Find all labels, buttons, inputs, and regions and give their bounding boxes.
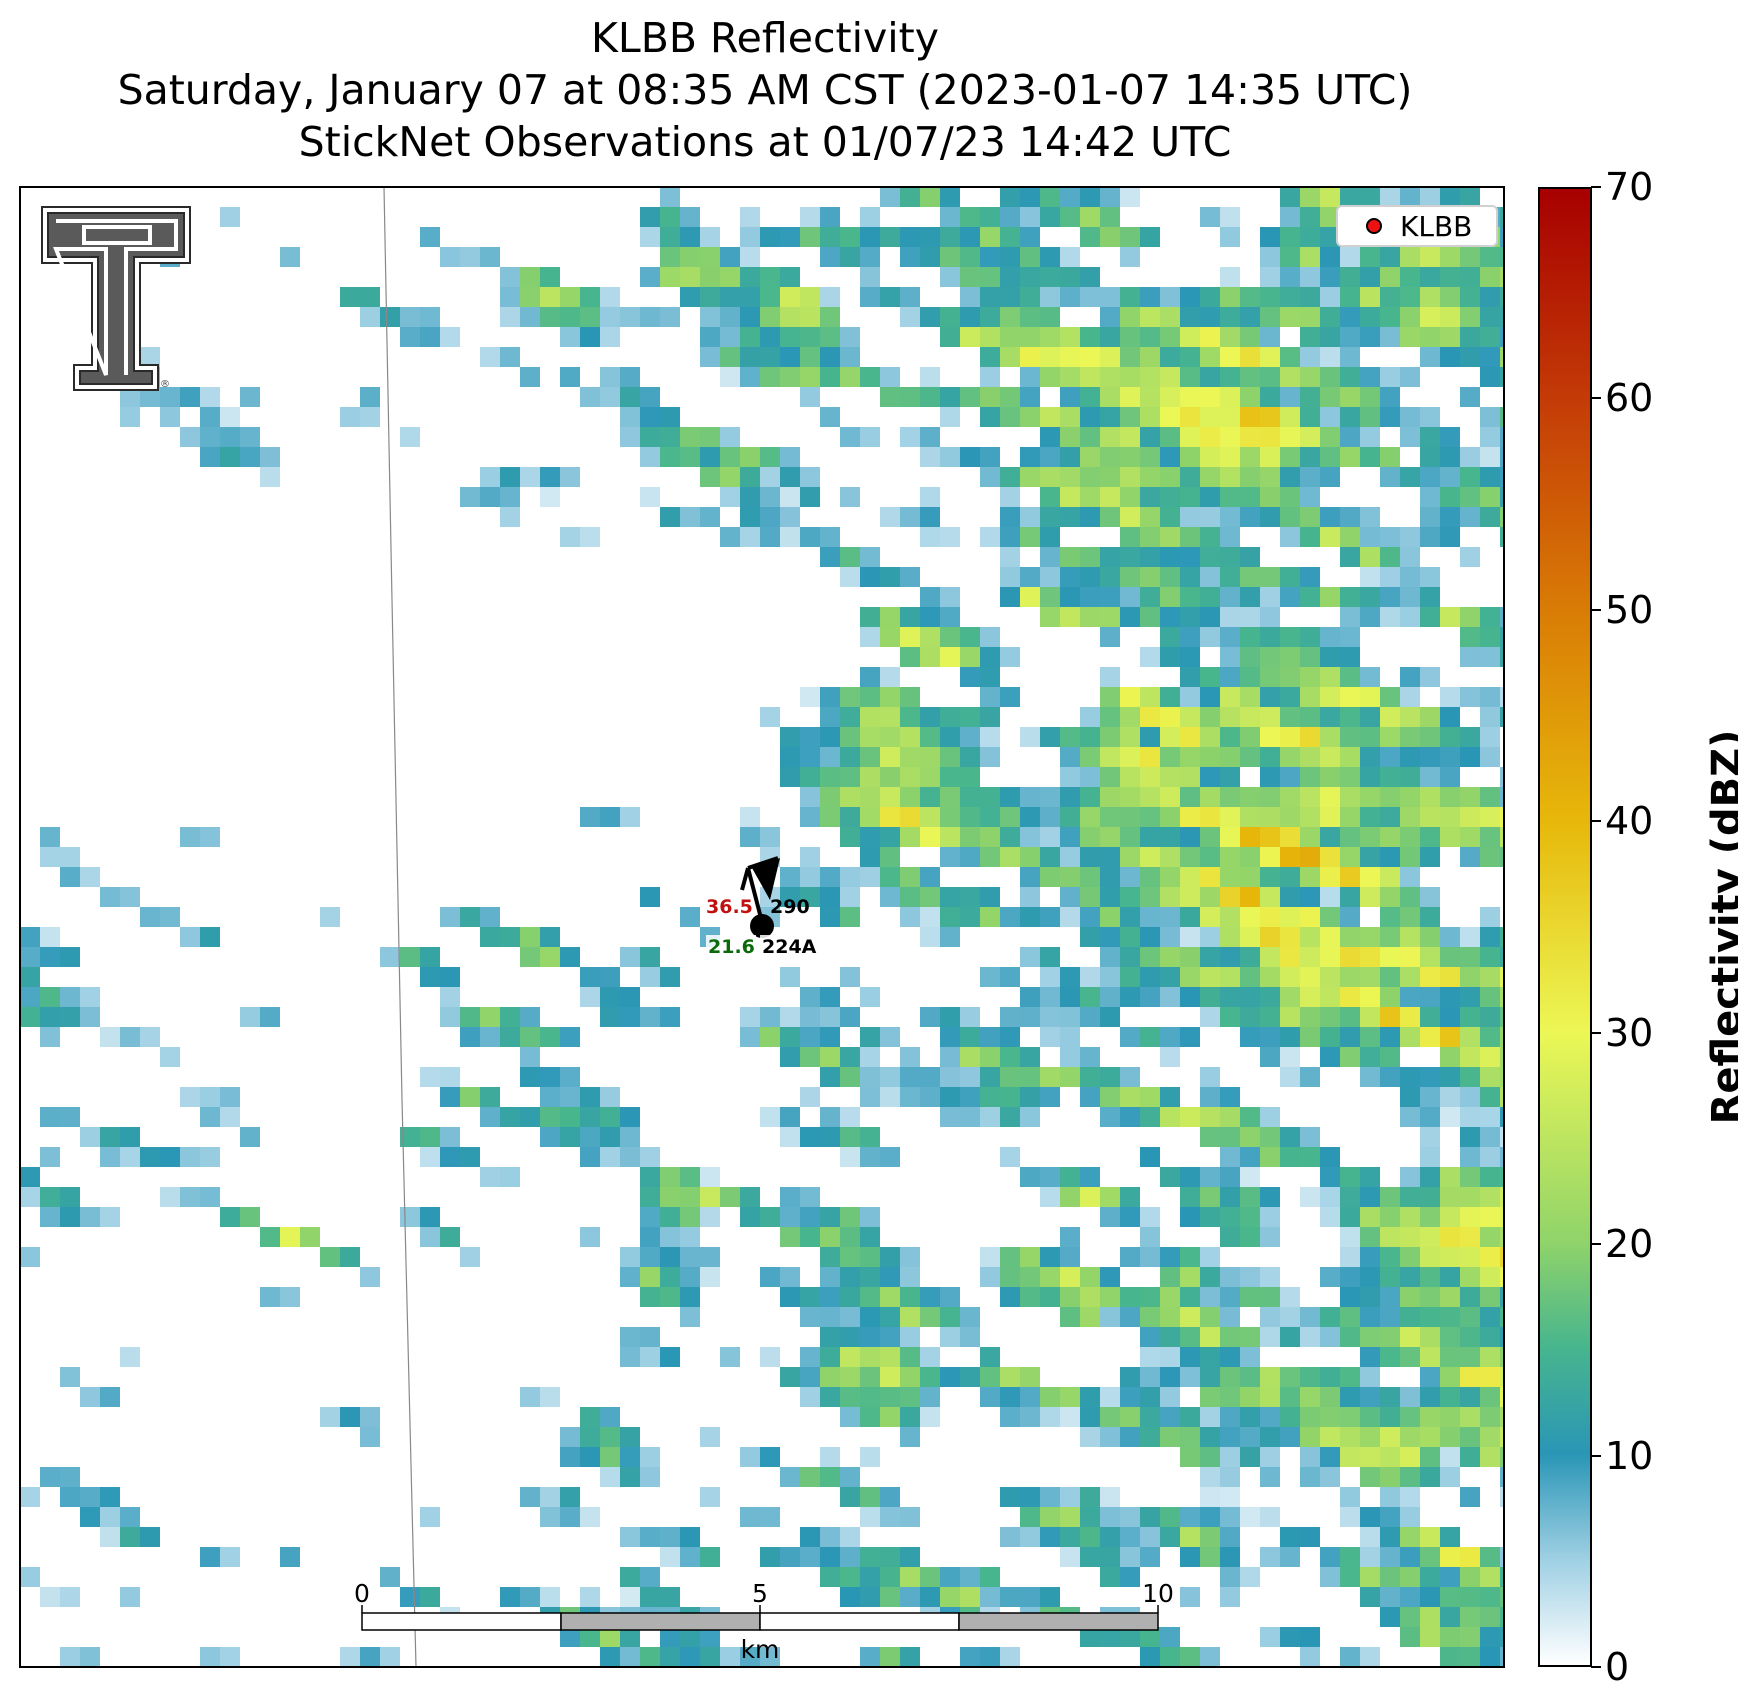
scale-bar: 0 5 10 km — [354, 1579, 1174, 1664]
klbb-marker-icon — [1366, 218, 1382, 234]
colorbar-tick — [1591, 1666, 1601, 1668]
station-dewpoint: 21.6 — [708, 936, 755, 958]
scale-unit: km — [741, 1635, 780, 1664]
station-id: 224A — [762, 936, 817, 958]
map-frame — [19, 186, 1505, 1668]
colorbar-tick-label: 40 — [1605, 799, 1654, 844]
scale-label-0: 0 — [354, 1579, 370, 1608]
scale-label-10: 10 — [1142, 1579, 1174, 1608]
title-line-1: KLBB Reflectivity — [591, 14, 939, 62]
title-line-2: Saturday, January 07 at 08:35 AM CST (20… — [117, 66, 1413, 114]
colorbar-tick-label: 30 — [1605, 1010, 1654, 1055]
colorbar-tick — [1591, 186, 1601, 188]
double-t-logo-icon: ® — [41, 206, 191, 391]
colorbar-tick — [1591, 1243, 1601, 1246]
colorbar-tick — [1591, 1031, 1601, 1034]
wind-flag-icon — [752, 858, 780, 900]
colorbar — [1538, 187, 1592, 1667]
reflectivity-field — [20, 187, 1504, 1667]
colorbar-tick-label: 70 — [1605, 165, 1654, 209]
colorbar-tick-label: 10 — [1605, 1433, 1654, 1478]
legend: KLBB — [1336, 205, 1498, 247]
scale-label-5: 5 — [752, 1579, 768, 1608]
wind-barb-icon — [740, 856, 779, 923]
svg-text:®: ® — [160, 379, 170, 390]
colorbar-tick-label: 60 — [1605, 376, 1654, 421]
station-plot: 36.5 290 21.6 224A — [706, 856, 818, 958]
colorbar-tick — [1591, 1454, 1601, 1457]
station-temperature: 36.5 — [706, 896, 753, 918]
colorbar-tick-label: 0 — [1605, 1645, 1630, 1689]
station-wind-direction: 290 — [770, 896, 810, 918]
colorbar-tick — [1591, 608, 1601, 611]
county-boundary — [383, 187, 417, 1667]
colorbar-tick — [1591, 820, 1601, 823]
legend-label: KLBB — [1400, 209, 1473, 243]
colorbar-title: Reflectivity (dBZ) — [1704, 729, 1738, 1125]
colorbar-tick — [1591, 397, 1601, 400]
station-marker-icon — [750, 914, 774, 938]
colorbar-tick-label: 50 — [1605, 587, 1654, 632]
title-line-3: StickNet Observations at 01/07/23 14:42 … — [298, 118, 1232, 166]
colorbar-tick-label: 20 — [1605, 1222, 1654, 1267]
chart-title: KLBB Reflectivity Saturday, January 07 a… — [0, 12, 1530, 168]
